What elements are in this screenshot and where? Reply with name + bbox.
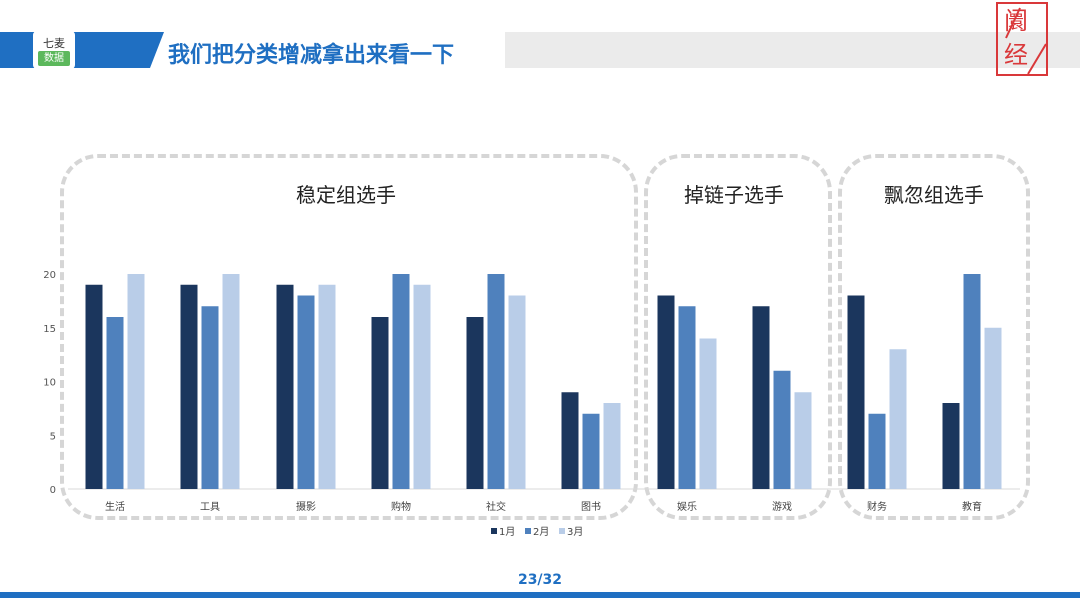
y-tick-label: 5 [50, 431, 56, 442]
bar-工具-3月 [222, 274, 240, 489]
x-tick-label: 财务 [867, 500, 887, 513]
logo-text-bottom: 数据 [38, 51, 70, 66]
bar-财务-2月 [868, 413, 886, 489]
bar-娱乐-1月 [657, 295, 675, 489]
bar-工具-1月 [180, 284, 198, 489]
page-number: 23/32 [517, 572, 563, 588]
bar-游戏-3月 [794, 392, 812, 489]
bar-教育-3月 [984, 327, 1002, 489]
bar-购物-1月 [371, 317, 389, 489]
bar-购物-2月 [392, 274, 410, 489]
bar-摄影-1月 [276, 284, 294, 489]
seal-char-1: 阛 [1004, 7, 1028, 35]
bar-教育-1月 [942, 403, 960, 489]
legend-swatch [491, 528, 497, 534]
seal-char-2: 经 [1004, 41, 1028, 69]
group-frame-volatile [838, 154, 1030, 520]
x-tick-label: 图书 [581, 501, 601, 513]
bar-社交-1月 [466, 317, 484, 489]
group-title-stable: 稳定组选手 [296, 183, 396, 207]
bar-游戏-1月 [752, 306, 770, 489]
bar-图书-1月 [561, 392, 579, 489]
bar-财务-3月 [889, 349, 907, 489]
legend-label: 1月 [499, 526, 515, 538]
x-tick-label: 生活 [105, 500, 125, 513]
x-tick-label: 教育 [962, 500, 982, 513]
bar-图书-2月 [582, 413, 600, 489]
x-tick-label: 社交 [486, 500, 506, 513]
bar-游戏-2月 [773, 370, 791, 489]
group-title-dropoff: 掉链子选手 [684, 183, 784, 207]
y-tick-label: 10 [43, 378, 56, 389]
legend-swatch [525, 528, 531, 534]
bar-生活-2月 [106, 317, 124, 489]
header-gray-bar [505, 32, 1080, 68]
bar-摄影-3月 [318, 284, 336, 489]
y-tick-label: 15 [43, 324, 56, 335]
header-banner [0, 32, 164, 68]
x-tick-label: 工具 [200, 501, 220, 513]
bar-娱乐-3月 [699, 338, 717, 489]
bar-财务-1月 [847, 295, 865, 489]
logo-text-top: 七麦 [43, 37, 65, 50]
group-title-volatile: 飘忽组选手 [884, 183, 984, 207]
qimai-logo: 七麦 数据 [33, 31, 75, 69]
y-tick-label: 20 [43, 270, 56, 281]
x-tick-label: 娱乐 [677, 500, 697, 513]
y-tick-label: 0 [50, 485, 56, 496]
bar-图书-3月 [603, 403, 621, 489]
bar-社交-2月 [487, 274, 505, 489]
bar-购物-3月 [413, 284, 431, 489]
x-tick-label: 摄影 [296, 500, 316, 513]
bar-工具-2月 [201, 306, 219, 489]
bar-摄影-2月 [297, 295, 315, 489]
legend-swatch [559, 528, 565, 534]
page-title: 我们把分类增减拿出来看一下 [168, 43, 455, 68]
legend-label: 3月 [567, 526, 583, 538]
bar-生活-1月 [85, 284, 103, 489]
legend-label: 2月 [533, 526, 549, 538]
group-frame-stable [60, 154, 638, 520]
bar-教育-2月 [963, 274, 981, 489]
bar-社交-3月 [508, 295, 526, 489]
seal-stroke-icon [1005, 7, 1047, 75]
group-frame-dropoff [644, 154, 832, 520]
seal-stamp-logo: 阛 经 [996, 2, 1048, 76]
footer-line [0, 592, 1080, 598]
bar-生活-3月 [127, 274, 145, 489]
x-tick-label: 游戏 [772, 500, 792, 513]
x-tick-label: 购物 [391, 500, 411, 513]
bar-娱乐-2月 [678, 306, 696, 489]
